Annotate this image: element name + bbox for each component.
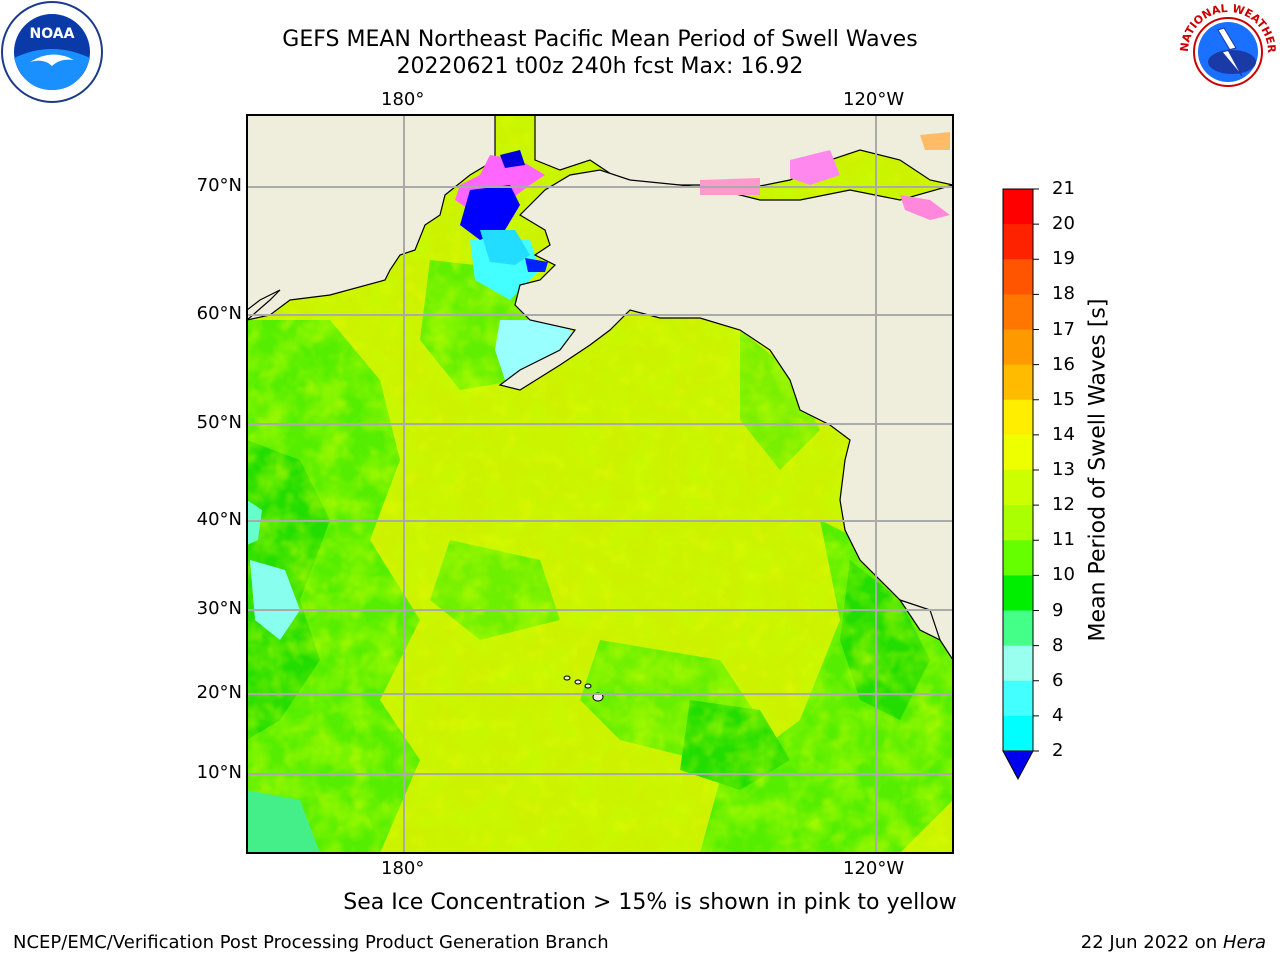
noaa-logo-text: NOAA xyxy=(30,26,75,42)
map-plot-area xyxy=(247,115,953,853)
noaa-logo: NOAA xyxy=(1,1,103,103)
colorbar xyxy=(1002,188,1039,781)
colorbar-segment xyxy=(1003,715,1033,752)
chart-subtitle: 20220621 t00z 240h fcst Max: 16.92 xyxy=(396,54,804,79)
colorbar-tick-label: 21 xyxy=(1052,178,1075,199)
landmass xyxy=(247,115,953,662)
colorbar-segment xyxy=(1003,645,1033,682)
colorbar-segment xyxy=(1003,540,1033,576)
colorbar-tick-label: 14 xyxy=(1052,423,1075,445)
colorbar-tick-label: 8 xyxy=(1052,634,1064,656)
colorbar-segment xyxy=(1003,329,1033,366)
lon-label-top-180: 180° xyxy=(381,89,425,110)
credit-text: NCEP/EMC/Verification Post Processing Pr… xyxy=(13,932,609,953)
colorbar-segment xyxy=(1003,224,1033,260)
colorbar-segment xyxy=(1003,399,1033,436)
colorbar-tick-label: 18 xyxy=(1052,283,1075,305)
date-stamp-host: Hera xyxy=(1222,932,1266,953)
colorbar-tick-label: 2 xyxy=(1052,740,1064,761)
lat-label-10n: 10°N xyxy=(196,762,242,783)
lon-label-top-120w: 120°W xyxy=(843,89,905,110)
colorbar-tick-label: 17 xyxy=(1052,318,1075,340)
colorbar-tick-label: 4 xyxy=(1052,704,1064,726)
colorbar-tick-label: 6 xyxy=(1052,669,1064,691)
colorbar-tick-label: 9 xyxy=(1052,599,1064,621)
colorbar-segment xyxy=(1003,505,1033,541)
colorbar-segment xyxy=(1003,575,1033,611)
lat-label-30n: 30°N xyxy=(196,598,242,619)
lat-label-60n: 60°N xyxy=(196,303,242,324)
nws-logo: NATIONAL WEATHER SERVICE xyxy=(1176,0,1278,102)
colorbar-segment xyxy=(1003,680,1033,717)
colorbar-tick-label: 19 xyxy=(1052,248,1075,270)
colorbar-tick-label: 20 xyxy=(1052,213,1075,235)
map-frame xyxy=(246,114,954,854)
colorbar-segment xyxy=(1003,470,1033,506)
date-stamp-prefix: 22 Jun 2022 on xyxy=(1080,932,1223,953)
date-stamp: 22 Jun 2022 on Hera xyxy=(1081,932,1266,953)
sea-ice-note: Sea Ice Concentration > 15% is shown in … xyxy=(343,890,957,915)
lon-label-bottom-180: 180° xyxy=(381,858,425,879)
colorbar-tick-label: 10 xyxy=(1052,564,1075,586)
colorbar-label: Mean Period of Swell Waves [s] xyxy=(1085,298,1111,642)
lat-label-40n: 40°N xyxy=(196,509,242,530)
colorbar-tick-label: 13 xyxy=(1052,459,1075,480)
colorbar-tick-label: 16 xyxy=(1052,353,1075,375)
colorbar-segment xyxy=(1003,434,1033,471)
colorbar-segment xyxy=(1003,189,1033,225)
lat-label-20n: 20°N xyxy=(196,682,242,703)
lon-label-bottom-120w: 120°W xyxy=(843,858,905,879)
colorbar-segment xyxy=(1003,610,1033,647)
lat-label-50n: 50°N xyxy=(196,412,242,433)
graticule xyxy=(247,115,953,853)
chart-title: GEFS MEAN Northeast Pacific Mean Period … xyxy=(282,27,918,52)
colorbar-tick-label: 12 xyxy=(1052,494,1075,516)
colorbar-segment xyxy=(1003,364,1033,401)
colorbar-segment xyxy=(1003,294,1033,330)
colorbar-tick-label: 15 xyxy=(1052,388,1075,410)
colorbar-segment xyxy=(1003,259,1033,295)
colorbar-extend-arrow xyxy=(1002,750,1034,781)
colorbar-tick-label: 11 xyxy=(1052,529,1075,551)
lat-label-70n: 70°N xyxy=(196,175,242,196)
